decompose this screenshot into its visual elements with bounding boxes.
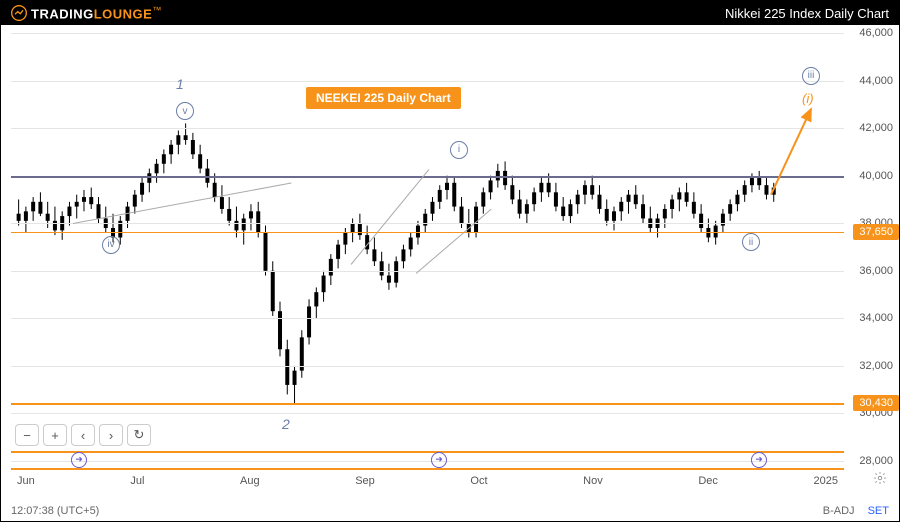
x-axis-label: Dec [698, 475, 718, 487]
horizontal-line [11, 232, 844, 234]
x-axis-label: Jul [130, 475, 144, 487]
x-axis-label: Oct [470, 475, 487, 487]
gridline [11, 413, 844, 414]
gridline [11, 223, 844, 224]
gear-icon[interactable] [873, 471, 887, 485]
nav-prev-button[interactable]: ‹ [71, 424, 95, 446]
y-axis-label: 46,000 [859, 27, 893, 39]
x-axis-label: Jun [17, 475, 35, 487]
brand-suffix: LOUNGE [94, 6, 153, 21]
wave-label: iii [802, 67, 820, 85]
y-axis-label: 40,000 [859, 170, 893, 182]
x-axis-label: Nov [583, 475, 603, 487]
price-tag: 30,430 [853, 395, 899, 411]
nav-next-button[interactable]: › [99, 424, 123, 446]
chart-badge: NEEKEI 225 Daily Chart [306, 87, 461, 109]
horizontal-line [11, 403, 844, 405]
footer-time: 12:07:38 (UTC+5) [11, 505, 99, 517]
zoom-in-button[interactable]: + [43, 424, 67, 446]
badj-label: B-ADJ [823, 505, 855, 517]
brand-tm: ™ [152, 5, 161, 15]
zoom-out-button[interactable]: − [15, 424, 39, 446]
y-axis-label: 28,000 [859, 455, 893, 467]
band-line [11, 468, 844, 470]
horizontal-line [11, 176, 844, 178]
brand-prefix: TRADING [31, 6, 94, 21]
wave-label: i [450, 141, 468, 159]
wave-label: v [176, 102, 194, 120]
brand-logo: TRADINGLOUNGE™ [11, 5, 161, 21]
x-axis-label: Aug [240, 475, 260, 487]
wave-label: (i) [802, 91, 814, 106]
footer-bar: 12:07:38 (UTC+5) B-ADJ SET [11, 505, 889, 517]
logo-icon [11, 5, 27, 21]
y-axis-label: 42,000 [859, 122, 893, 134]
chart-title: Nikkei 225 Index Daily Chart [725, 6, 889, 21]
price-tag: 37,650 [853, 224, 899, 240]
brand-text: TRADINGLOUNGE™ [31, 5, 161, 21]
gridline [11, 366, 844, 367]
header-bar: TRADINGLOUNGE™ Nikkei 225 Index Daily Ch… [1, 1, 899, 25]
chart-area: NEEKEI 225 Daily Chart −+‹›↻ Jun Jul Aug Se… [1, 25, 899, 521]
wave-label: ii [742, 233, 760, 251]
y-axis-label: 32,000 [859, 360, 893, 372]
x-axis-label: Sep [355, 475, 375, 487]
wave-label: iv [102, 236, 120, 254]
gridline [11, 81, 844, 82]
footer-right: B-ADJ SET [813, 505, 889, 517]
gridline [11, 271, 844, 272]
nav-toolbar: −+‹›↻ [15, 424, 151, 446]
cycle-icon[interactable]: ➜ [431, 452, 447, 468]
band-line [11, 451, 844, 453]
wave-label: 1 [176, 76, 184, 92]
gridline [11, 128, 844, 129]
cycle-icon[interactable]: ➜ [751, 452, 767, 468]
x-axis: Jun Jul Aug Sep Oct Nov Dec 2025 [11, 475, 844, 487]
gridline [11, 33, 844, 34]
y-axis-label: 34,000 [859, 312, 893, 324]
reset-button[interactable]: ↻ [127, 424, 151, 446]
x-axis-label: 2025 [813, 475, 837, 487]
gridline [11, 461, 844, 462]
y-axis-label: 44,000 [859, 75, 893, 87]
wave-label: 2 [282, 416, 290, 432]
cycle-icon[interactable]: ➜ [71, 452, 87, 468]
set-link[interactable]: SET [868, 505, 889, 517]
app-container: TRADINGLOUNGE™ Nikkei 225 Index Daily Ch… [0, 0, 900, 522]
gridline [11, 318, 844, 319]
y-axis-label: 36,000 [859, 265, 893, 277]
